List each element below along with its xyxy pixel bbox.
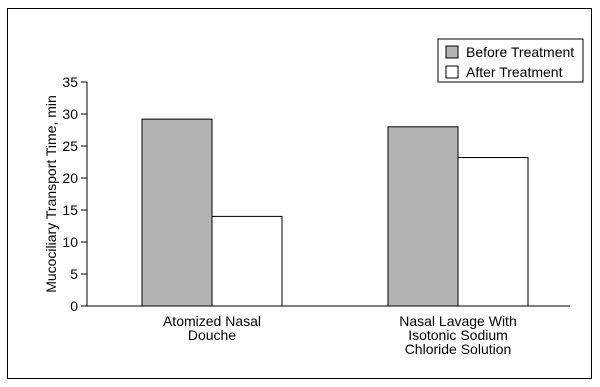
x-tick-label: Atomized Nasal Douche xyxy=(163,313,261,343)
y-ticks-layer: 0 5 10 15 20 25 30 35 xyxy=(62,74,87,314)
x-tick-label: Nasal Lavage With Isotonic Sodium Chloride… xyxy=(399,313,517,357)
y-tick-label: 35 xyxy=(62,74,78,90)
bar xyxy=(457,157,529,307)
y-tick-label: 15 xyxy=(62,202,78,218)
legend-swatch xyxy=(445,65,459,79)
axes-layer xyxy=(86,82,570,307)
bars-layer xyxy=(141,118,529,307)
x-category-labels-layer: Atomized Nasal Douche Nasal Lavage With Iso… xyxy=(163,313,517,357)
legend-label: After Treatment xyxy=(466,64,563,80)
y-tick-label: 30 xyxy=(62,106,78,122)
y-tick-label: 20 xyxy=(62,170,78,186)
bar xyxy=(211,215,283,307)
bar xyxy=(141,118,213,307)
y-axis-title: Mucociliary Transport Time, min xyxy=(43,95,59,293)
legend-label: Before Treatment xyxy=(466,44,574,60)
y-tick-label: 25 xyxy=(62,138,78,154)
legend-swatch xyxy=(445,45,459,59)
y-tick-label: 0 xyxy=(70,298,78,314)
y-tick-label: 10 xyxy=(62,234,78,250)
y-tick-label: 5 xyxy=(70,266,78,282)
legend-box xyxy=(437,38,584,83)
bar xyxy=(387,126,459,307)
legend: Before Treatment After Treatment xyxy=(437,38,584,83)
